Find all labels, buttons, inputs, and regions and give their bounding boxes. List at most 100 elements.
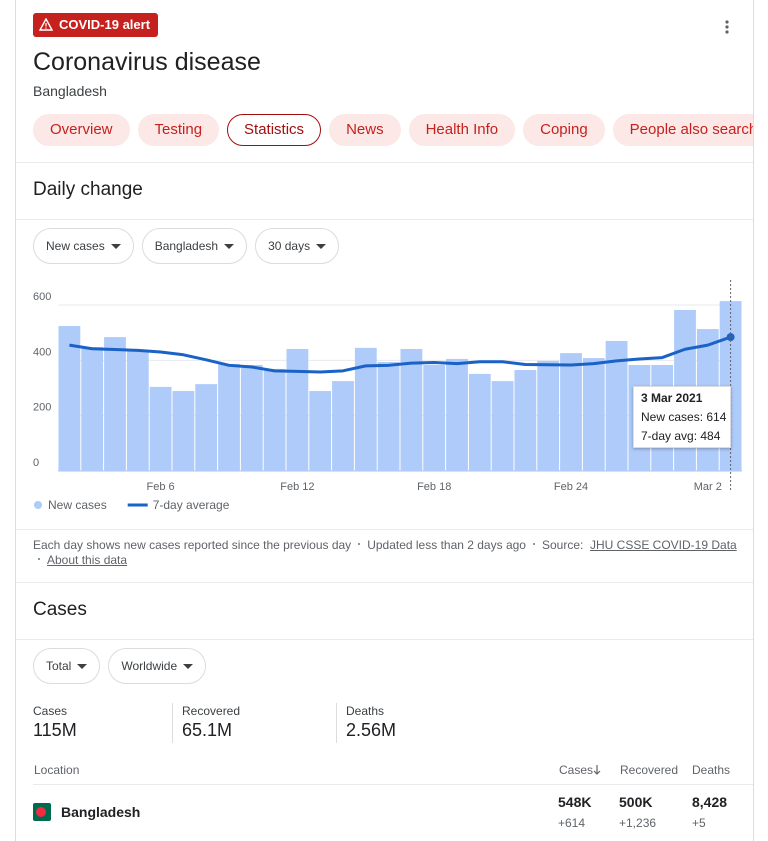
section-title: Cases xyxy=(33,599,87,620)
dropdown[interactable]: Worldwide xyxy=(108,648,207,684)
bar xyxy=(400,348,423,471)
tooltip-line: 7-day avg: 484 xyxy=(641,429,721,443)
y-tick-label: 200 xyxy=(33,402,51,414)
bar xyxy=(332,381,354,471)
tabs: Overview Testing Statistics News Health … xyxy=(33,114,753,146)
about-link[interactable]: About this data xyxy=(47,553,128,567)
bar xyxy=(468,373,491,471)
x-tick-label: Feb 6 xyxy=(147,481,175,493)
divider xyxy=(16,529,753,530)
dropdown[interactable]: Bangladesh xyxy=(141,228,248,264)
tab[interactable]: People also search for xyxy=(612,114,753,146)
more-menu[interactable] xyxy=(724,20,730,36)
bar xyxy=(446,358,468,471)
tab[interactable]: News xyxy=(329,114,401,146)
divider xyxy=(336,703,337,743)
column-header: Recovered xyxy=(620,763,679,777)
y-tick-label: 600 xyxy=(33,291,51,303)
bar xyxy=(560,353,582,471)
x-tick-label: Feb 12 xyxy=(280,481,314,493)
footnote: Each day shows new cases reported since … xyxy=(33,538,743,568)
bar xyxy=(195,384,218,471)
y-tick-label: 0 xyxy=(33,457,39,469)
flag-icon xyxy=(33,803,51,821)
tab[interactable]: Testing xyxy=(137,114,220,146)
stat-value: 2.56M xyxy=(346,720,397,740)
section-title: Daily change xyxy=(33,179,143,200)
bar xyxy=(240,365,263,471)
chart: 0 200 400 600 Feb 6 Feb 12 Feb 18 Feb 24 Mar 2 Ne… xyxy=(33,280,742,512)
bar xyxy=(377,361,400,471)
bar xyxy=(149,386,172,471)
line xyxy=(69,335,732,374)
bar xyxy=(582,358,605,471)
alert-badge: COVID-19 alert xyxy=(33,13,159,37)
dropdown[interactable]: Total xyxy=(33,648,101,684)
note: Each day shows new cases reported since … xyxy=(33,538,352,552)
stat-value: 65.1M xyxy=(182,720,233,740)
bar xyxy=(81,347,104,471)
cell-value: 500K xyxy=(619,794,653,810)
cell-delta: +5 xyxy=(692,816,706,830)
bar xyxy=(354,347,377,471)
source-label: Source: xyxy=(541,538,584,552)
location: Bangladesh xyxy=(61,804,141,820)
cell-delta: +1,236 xyxy=(619,816,657,830)
filters: New cases Bangladesh 30 days xyxy=(33,228,340,264)
legend-label: New cases xyxy=(48,498,107,512)
source-link[interactable]: JHU CSSE COVID-19 Data xyxy=(590,538,737,552)
title: Coronavirus disease xyxy=(33,48,261,76)
tab[interactable]: Health Info xyxy=(408,114,516,146)
stat-label: Deaths xyxy=(346,704,385,718)
y-tick-label: 400 xyxy=(33,346,51,358)
sort-arrow xyxy=(593,765,601,775)
bar xyxy=(423,365,446,471)
column-header: Location xyxy=(34,763,80,777)
dropdown[interactable]: 30 days xyxy=(255,228,340,264)
column-header: Deaths xyxy=(692,763,731,777)
tooltip-date: 3 Mar 2021 xyxy=(641,391,703,405)
x-tick-label: Feb 24 xyxy=(554,481,588,493)
bar xyxy=(218,363,240,471)
divider xyxy=(172,703,173,743)
bar xyxy=(605,340,628,471)
divider xyxy=(33,784,753,785)
bar xyxy=(491,381,514,471)
tooltip-line: New cases: 614 xyxy=(641,410,727,424)
cell-delta: +614 xyxy=(558,816,586,830)
bar xyxy=(104,337,126,471)
stat-label: Recovered xyxy=(182,704,241,718)
stat-value: 115M xyxy=(33,720,77,740)
stat-label: Cases xyxy=(33,704,68,718)
subtitle: Bangladesh xyxy=(33,83,107,99)
bar xyxy=(263,368,286,471)
alert-text: COVID-19 alert xyxy=(59,17,151,32)
bar xyxy=(537,360,560,471)
bar xyxy=(286,348,309,471)
legend-swatch xyxy=(34,501,42,509)
x-tick-label: Mar 2 xyxy=(694,481,722,493)
tab-active[interactable]: Statistics xyxy=(227,114,322,146)
warning-icon xyxy=(39,18,53,31)
bar xyxy=(126,350,149,471)
column-header[interactable]: Cases xyxy=(559,763,594,777)
updated: Updated less than 2 days ago xyxy=(367,538,526,552)
bar xyxy=(58,326,81,471)
tab[interactable]: Overview xyxy=(33,114,130,146)
divider xyxy=(16,162,753,163)
tooltip: 3 Mar 2021 New cases: 614 7-day avg: 484 xyxy=(633,386,731,448)
tab[interactable]: Coping xyxy=(523,114,605,146)
divider xyxy=(16,639,753,640)
cell-value: 8,428 xyxy=(692,794,728,810)
bar xyxy=(514,370,537,471)
filters: Total Worldwide xyxy=(33,648,207,684)
x-tick-label: Feb 18 xyxy=(417,481,451,493)
legend-label: 7-day average xyxy=(153,498,230,512)
divider xyxy=(16,582,753,583)
divider xyxy=(16,219,753,220)
cell-value: 548K xyxy=(558,794,592,810)
bar xyxy=(172,391,195,471)
covid-card: COVID-19 alert Coronavirus disease Bangl… xyxy=(15,0,754,841)
dropdown[interactable]: New cases xyxy=(33,228,134,264)
